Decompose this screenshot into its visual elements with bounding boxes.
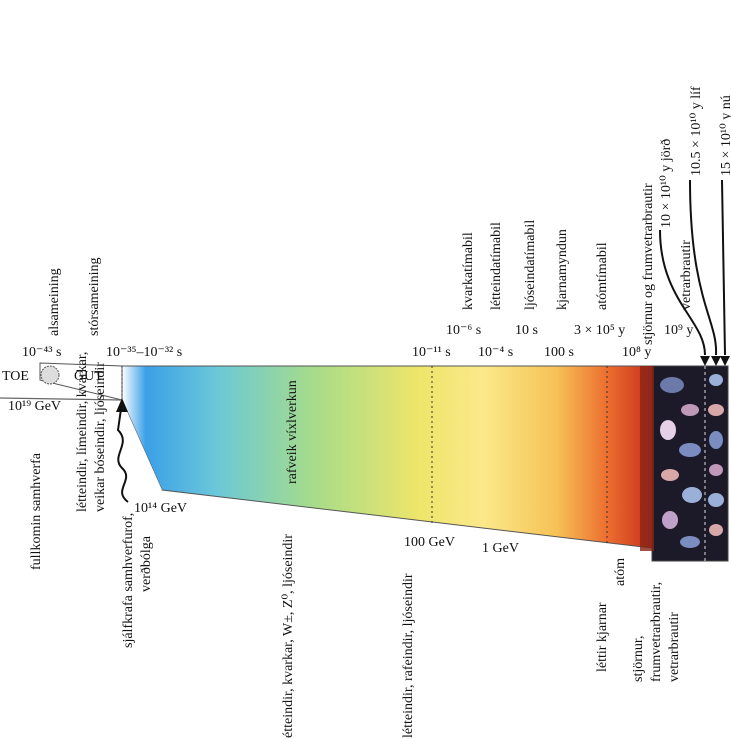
- label-ettneindir: étteindir, kvarkar, W±, Z⁰, ljóseindir: [281, 534, 296, 738]
- symmetry-break-arrow: [116, 401, 129, 503]
- label-lettneindir-rafeindir: létteindir, rafeindir, ljóseindir: [401, 573, 416, 738]
- tick-10s: 10 s: [515, 323, 538, 338]
- label-100gev: 100 GeV: [404, 535, 455, 550]
- tick-3e5y: 3 × 10⁵ y: [574, 323, 625, 338]
- toe-blob: [40, 365, 60, 385]
- red-edge: [640, 366, 654, 551]
- label-stjornur: stjörnur,: [631, 636, 646, 683]
- label-atom: atóm: [613, 558, 628, 586]
- label-stjornur-frumvetrarbrautir: stjörnur og frumvetrarbrautir: [641, 183, 656, 345]
- label-kjarnamyndun: kjarnamyndun: [555, 229, 570, 310]
- label-fullkomin: fullkomin samhverfa: [29, 452, 44, 570]
- tick-1e-11s: 10⁻¹¹ s: [412, 345, 451, 360]
- arrow-nu: [721, 179, 726, 356]
- label-1gev: 1 GeV: [482, 541, 519, 556]
- tick-1e8y: 10⁸ y: [622, 345, 651, 360]
- tick-1e-43s: 10⁻⁴³ s: [22, 345, 61, 360]
- label-lettneindir-limeindir: létteindir, límeindir, kvarkar,: [75, 352, 90, 512]
- label-storsameining: stórsameining: [87, 257, 102, 336]
- tick-100s: 100 s: [544, 345, 574, 360]
- arrow-head: [116, 398, 128, 412]
- label-lif: 10.5 × 10¹⁰ y líf: [689, 86, 704, 176]
- inflation-wedge: [122, 400, 162, 490]
- label-gut: GUT: [74, 369, 103, 384]
- label-1e14gev: 10¹⁴ GeV: [134, 501, 187, 516]
- tick-1e-4s: 10⁻⁴ s: [478, 345, 513, 360]
- label-nu: 15 × 10¹⁰ y nú: [719, 95, 731, 176]
- label-ljoseindatimabil: ljóseindatímabil: [523, 220, 538, 310]
- arrow-lif: [689, 179, 718, 356]
- label-sjalfkrafa: sjálfkrafa samhverfurof,: [121, 513, 136, 648]
- label-vetrarbrautir-bottom: vetrarbrautir: [667, 612, 682, 682]
- label-lettneindatimabil: létteindatímabil: [489, 222, 504, 310]
- tick-1e9y: 10⁹ y: [664, 323, 693, 338]
- label-atomtimabil: atómtímabil: [595, 242, 610, 310]
- label-jord: 10 × 10¹⁰ y jörð: [659, 139, 674, 228]
- label-alsameining: alsameining: [47, 268, 62, 336]
- label-veikar: veikar bóseindir, ljóseindir: [93, 362, 108, 512]
- label-vetrarbrautir: vetrarbrautir: [679, 240, 694, 310]
- label-frumvetrarbrautir: frumvetrarbrautir,: [649, 582, 664, 682]
- label-lettir-kjarnar: léttir kjarnar: [595, 602, 610, 672]
- label-rafveik: rafveik víxlverkun: [285, 380, 300, 484]
- galaxy-icons: [660, 374, 724, 548]
- label-toe: TOE: [2, 369, 29, 384]
- label-1e19gev: 10¹⁹ GeV: [8, 399, 61, 414]
- spectrum-band: [121, 365, 653, 549]
- label-verdbolga: verðbólga: [139, 535, 154, 592]
- tick-1e-6s: 10⁻⁶ s: [446, 323, 481, 338]
- arrow-jord: [659, 229, 706, 356]
- tail-lower-edge: [0, 397, 123, 401]
- label-kvarkatimabil: kvarkatímabil: [461, 232, 476, 310]
- tick-1e-35s: 10⁻³⁵–10⁻³² s: [106, 345, 182, 360]
